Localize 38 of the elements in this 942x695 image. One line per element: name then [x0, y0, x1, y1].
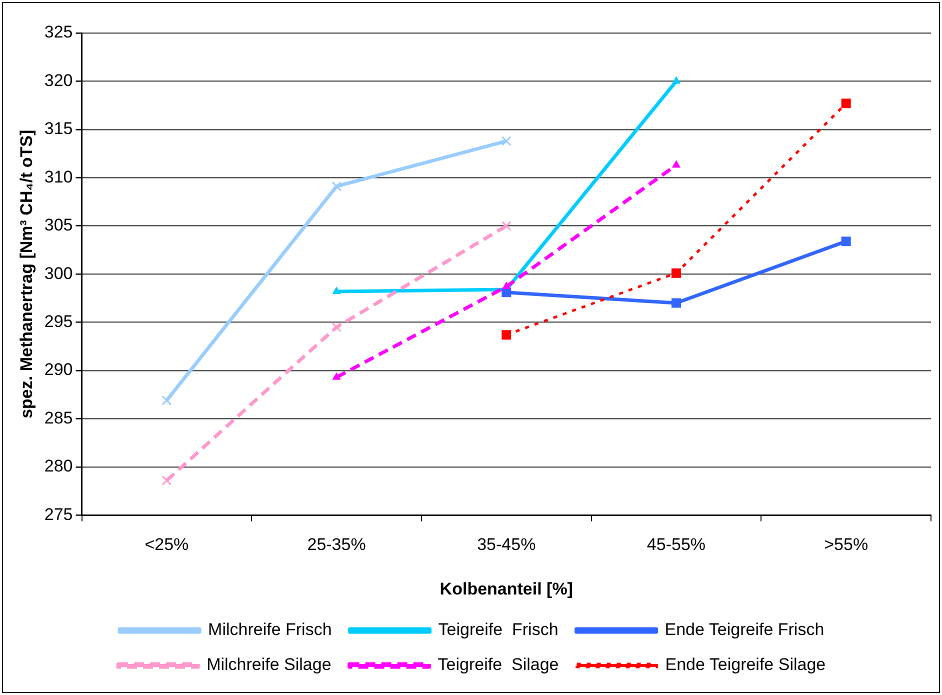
point — [332, 181, 342, 192]
point — [501, 136, 512, 146]
point — [162, 395, 172, 406]
y-tick-label: 325 — [44, 22, 73, 42]
point — [671, 268, 681, 278]
point — [841, 236, 851, 246]
point — [332, 372, 340, 380]
point — [502, 330, 512, 340]
point — [841, 98, 851, 108]
legend-label: Teigreife Frisch — [438, 620, 558, 640]
legend-label: Milchreife Silage — [206, 655, 332, 674]
legend-label: Ende Teigreife Frisch — [664, 620, 824, 640]
y-tick-label: 290 — [44, 360, 73, 380]
x-tick-label: 25-35% — [307, 535, 366, 554]
point — [671, 298, 681, 308]
point — [332, 322, 342, 332]
x-tick-label: 35-45% — [477, 535, 536, 554]
x-tick-label: <25% — [144, 535, 189, 554]
y-tick-label: 300 — [44, 264, 73, 283]
x-tick-label: 45-55% — [646, 535, 706, 554]
y-tick-label: 295 — [44, 312, 73, 332]
y-tick-label: 310 — [44, 167, 73, 186]
y-tick-label: 315 — [44, 119, 73, 138]
point — [502, 282, 510, 290]
point — [672, 160, 680, 168]
legend-label: Ende Teigreife Silage — [665, 655, 826, 674]
x-tick-label: >55% — [824, 535, 868, 554]
y-tick-label: 320 — [44, 70, 73, 90]
y-tick-label: 280 — [44, 456, 73, 476]
legend-label: Teigreife Silage — [438, 655, 559, 674]
point — [501, 220, 512, 231]
x-axis-title: Kolbenanteil [%] — [440, 579, 573, 598]
legend-label: Milchreife Frisch — [208, 620, 332, 640]
point — [162, 475, 172, 486]
y-tick-label: 305 — [44, 216, 73, 235]
y-tick-label: 275 — [44, 504, 73, 524]
y-tick-label: 285 — [44, 408, 73, 428]
y-axis-title: spez. Methanertrag [Nm³ CH₄/t oTS] — [16, 130, 36, 418]
